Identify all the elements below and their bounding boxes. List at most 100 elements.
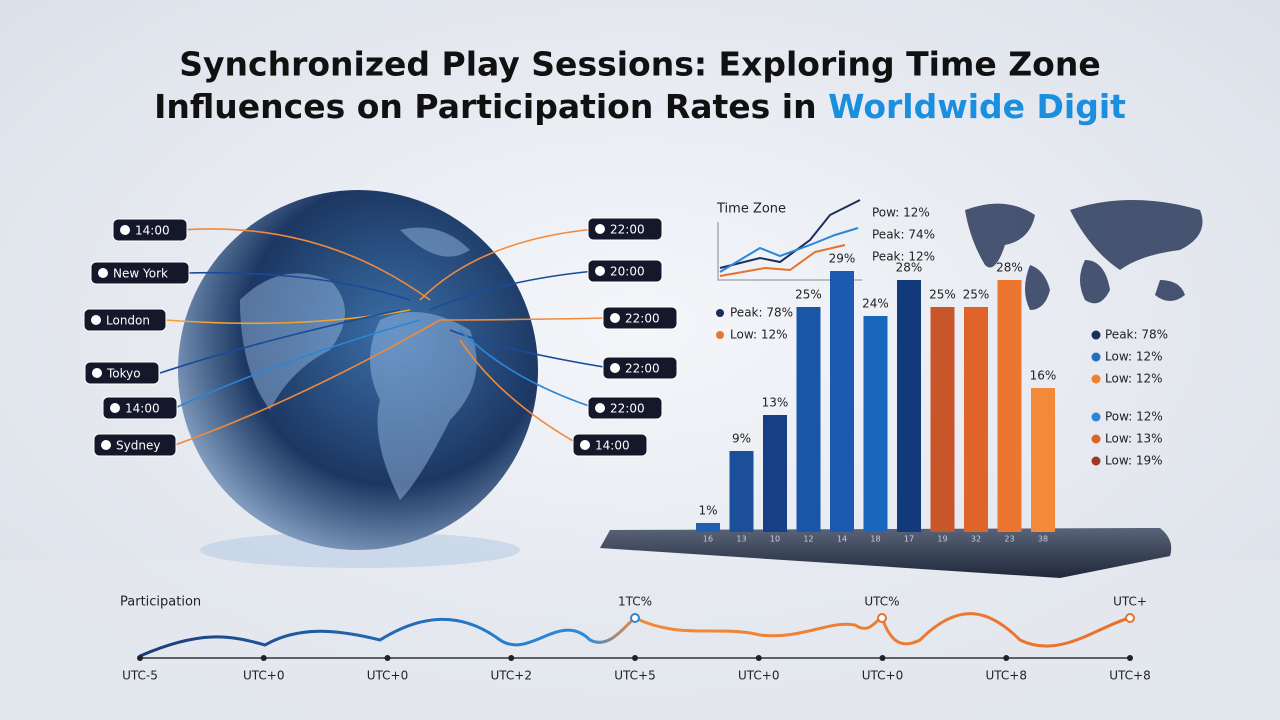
legend-swatch	[1091, 374, 1101, 384]
clock-icon	[91, 315, 101, 325]
bar	[997, 280, 1022, 532]
legend-label: Low: 12%	[730, 328, 788, 342]
timeline-dot	[137, 655, 143, 661]
timeline-tick: UTC+5	[614, 669, 655, 683]
timeline-tick: UTC+0	[367, 669, 408, 683]
legend-swatch	[1091, 456, 1101, 466]
time-label: 22:00	[610, 223, 645, 237]
time-badge	[572, 433, 648, 457]
time-badge	[90, 261, 190, 285]
bar	[863, 316, 888, 532]
legend-label: Low: 12%	[1105, 372, 1163, 386]
timeline-dot	[1003, 655, 1010, 661]
time-badge	[587, 259, 663, 283]
bar	[930, 307, 955, 532]
timeline-tick: UTC+8	[986, 669, 1027, 683]
value-label: 29%	[829, 252, 856, 266]
time-label: New York	[113, 267, 168, 281]
annotation: UTC%	[864, 595, 899, 609]
clock-icon	[610, 363, 620, 373]
time-badge	[112, 218, 188, 242]
legend-label: Low: 12%	[1105, 350, 1163, 364]
timeline-dot	[879, 655, 886, 661]
connection-lines	[159, 228, 611, 446]
clock-icon	[110, 403, 120, 413]
title-part: Influences on Participation Rates in	[154, 87, 828, 126]
time-badge	[93, 433, 177, 457]
time-badge	[102, 396, 178, 420]
timeline-dot	[384, 655, 391, 661]
value-label: 25%	[795, 288, 822, 302]
time-badge	[602, 306, 678, 330]
bar	[763, 415, 787, 532]
mini-label: Pow: 12%	[872, 206, 930, 220]
value-label: 1%	[698, 504, 717, 518]
mini-title: Time Zone	[716, 202, 786, 217]
time-label: 22:00	[610, 402, 645, 416]
category-label: 18	[870, 535, 880, 544]
value-label: 13%	[762, 396, 789, 410]
title-highlight: Worldwide Digit	[828, 87, 1126, 126]
category-label: 16	[703, 535, 713, 544]
legend-swatch	[1091, 434, 1101, 444]
category-label: 12	[803, 535, 813, 544]
timeline-dot	[632, 655, 638, 661]
bar	[897, 280, 921, 532]
mini-chart: Time Zone Pow: 12% Peak: 74% Peak: 12%	[716, 199, 935, 281]
value-label: 24%	[862, 297, 889, 311]
time-badge	[602, 356, 678, 380]
legend-label: Low: 19%	[1105, 454, 1163, 468]
time-label: 14:00	[125, 402, 160, 416]
timeline-dot	[508, 655, 515, 661]
annotation-dot	[877, 613, 887, 623]
category-label: 17	[904, 535, 914, 544]
globe	[178, 190, 538, 550]
category-label: 13	[736, 535, 746, 544]
timeline-tick: UTC+8	[1109, 669, 1150, 683]
time-label: Tokyo	[106, 367, 141, 381]
time-badge	[587, 217, 663, 241]
clock-icon	[101, 440, 111, 450]
floor	[0, 560, 1280, 720]
time-label: 22:00	[625, 362, 660, 376]
bar	[729, 451, 754, 532]
globe-shadow	[200, 532, 520, 568]
legend-swatch	[1091, 412, 1101, 422]
bar	[696, 523, 720, 532]
value-label: 16%	[1030, 369, 1057, 383]
legend-label: Peak: 78%	[1105, 328, 1168, 342]
value-label: 25%	[929, 288, 956, 302]
participation-wave	[139, 612, 1131, 658]
timeline-dot	[755, 655, 762, 661]
clock-icon	[120, 225, 130, 235]
legend-swatch	[716, 309, 724, 317]
annotation: 1TC%	[618, 595, 652, 609]
time-badge	[83, 308, 167, 332]
mini-label: Peak: 12%	[872, 250, 935, 264]
legend-label: Low: 13%	[1105, 432, 1163, 446]
legend-label: Pow: 12%	[1105, 410, 1163, 424]
mini-label: Peak: 74%	[872, 228, 935, 242]
legend-swatch	[1091, 330, 1101, 340]
continents	[240, 227, 477, 500]
timeline-tick: UTC-5	[122, 669, 158, 683]
clock-icon	[595, 266, 605, 276]
category-label: 32	[971, 535, 981, 544]
category-label: 14	[837, 535, 847, 544]
category-label: 23	[1004, 535, 1014, 544]
mini-axis	[717, 222, 862, 281]
value-label: 28%	[896, 261, 923, 275]
title-line: Synchronized Play Sessions: Exploring Ti…	[179, 45, 1100, 84]
time-label: London	[106, 314, 150, 328]
time-label: Sydney	[116, 439, 160, 453]
timeline-dot	[260, 655, 267, 661]
time-label: 14:00	[135, 224, 170, 238]
value-label: 9%	[732, 432, 751, 446]
legend-swatch	[1091, 352, 1101, 362]
bar	[964, 307, 988, 532]
bar	[796, 307, 821, 532]
title-line: Influences on Participation Rates in Wor…	[154, 87, 1126, 126]
legend-label: Peak: 78%	[730, 306, 793, 320]
timeline-tick: UTC+0	[243, 669, 284, 683]
value-label: 25%	[963, 288, 990, 302]
